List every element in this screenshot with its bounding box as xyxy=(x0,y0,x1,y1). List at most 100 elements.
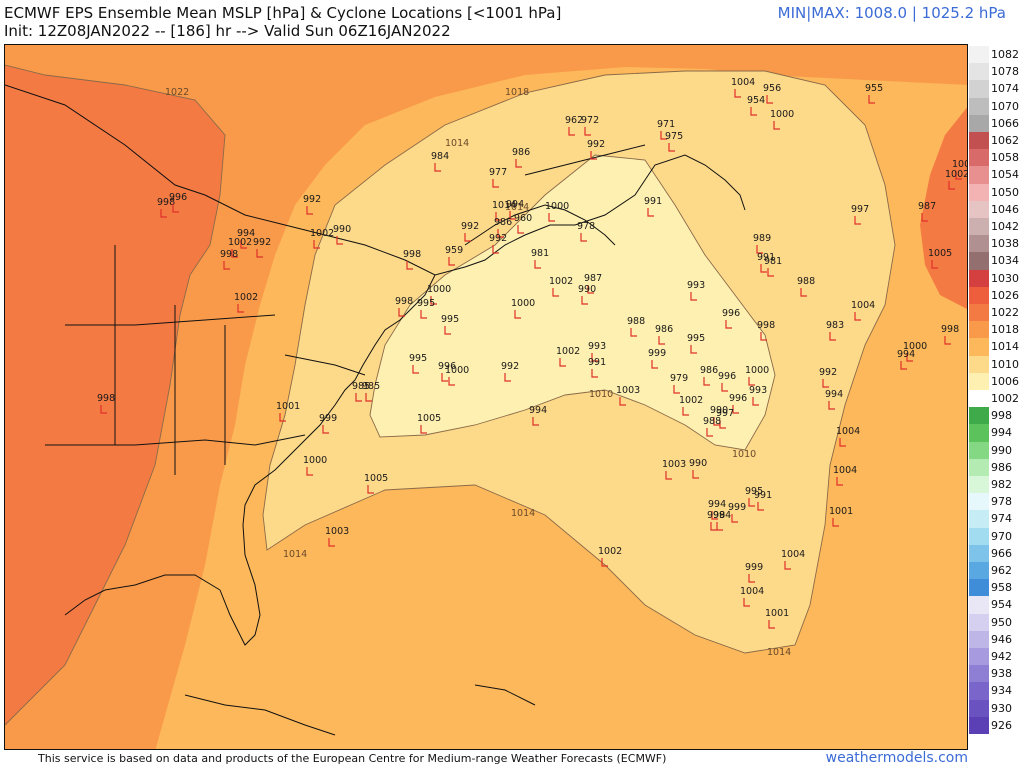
colorbar-swatch xyxy=(969,97,989,115)
colorbar-label: 950 xyxy=(991,615,1012,629)
colorbar-label: 1026 xyxy=(991,288,1019,302)
cyclone-pressure-label: 991 xyxy=(588,357,606,368)
colorbar-cell: 1074 xyxy=(969,80,1020,98)
cyclone-location: 955 xyxy=(865,83,883,104)
cyclone-marker-icon xyxy=(591,369,598,378)
cyclone-pressure-label: 1000 xyxy=(511,298,535,309)
cyclone-marker-icon xyxy=(748,574,755,583)
cyclone-pressure-label: 1001 xyxy=(276,401,300,412)
cyclone-location: 1002 xyxy=(549,276,573,297)
colorbar-cell: 1058 xyxy=(969,149,1020,167)
cyclone-marker-icon xyxy=(711,511,718,520)
cyclone-pressure-label: 978 xyxy=(577,221,595,232)
colorbar-label: 1002 xyxy=(991,392,1019,405)
cyclone-location: 1004 xyxy=(952,159,967,180)
colorbar-label: 1062 xyxy=(991,134,1019,147)
cyclone-location: 995 xyxy=(745,486,763,507)
cyclone-pressure-label: 1004 xyxy=(851,300,875,311)
cyclone-marker-icon xyxy=(839,438,846,447)
isobar-label: 1022 xyxy=(165,87,189,98)
cyclone-pressure-label: 1003 xyxy=(662,459,686,470)
colorbar-swatch xyxy=(969,235,989,253)
cyclone-location: 991 xyxy=(588,357,606,378)
colorbar-cell: 962 xyxy=(969,562,1020,580)
cyclone-pressure-label: 992 xyxy=(253,237,271,248)
cyclone-marker-icon xyxy=(590,151,597,160)
cyclone-location: 1002 xyxy=(945,169,967,190)
cyclone-pressure-label: 994 xyxy=(708,499,726,510)
cyclone-marker-icon xyxy=(406,261,413,270)
colorbar-swatch xyxy=(969,527,989,545)
cyclone-marker-icon xyxy=(760,332,767,341)
cyclone-marker-icon xyxy=(944,336,951,345)
cyclone-marker-icon xyxy=(832,518,839,527)
cyclone-location: 975 xyxy=(665,131,683,152)
cyclone-pressure-label: 992 xyxy=(819,367,837,378)
colorbar-swatch xyxy=(969,218,989,236)
cyclone-marker-icon xyxy=(464,233,471,242)
cyclone-location: 1004 xyxy=(740,586,764,607)
colorbar-label: 1014 xyxy=(991,340,1019,354)
cyclone-marker-icon xyxy=(854,216,861,225)
colorbar-swatch xyxy=(969,682,989,700)
colorbar-label: 966 xyxy=(991,546,1012,560)
colorbar-swatch xyxy=(969,321,989,339)
cyclone-pressure-label: 1001 xyxy=(765,608,789,619)
cyclone-pressure-label: 987 xyxy=(584,273,602,284)
cyclone-marker-icon xyxy=(752,397,759,406)
cyclone-location: 998 xyxy=(757,320,775,341)
cyclone-location: 996 xyxy=(169,192,187,213)
cyclone-pressure-label: 1000 xyxy=(427,284,451,295)
cyclone-marker-icon xyxy=(306,206,313,215)
cyclone-pressure-label: 995 xyxy=(687,333,705,344)
cyclone-pressure-label: 975 xyxy=(665,131,683,142)
cyclone-location: 1004 xyxy=(836,426,860,447)
cyclone-pressure-label: 998 xyxy=(403,249,421,260)
colorbar-swatch xyxy=(969,613,989,631)
cyclone-pressure-label: 997 xyxy=(716,408,734,419)
colorbar-cell: 1042 xyxy=(969,218,1020,236)
cyclone-pressure-label: 986 xyxy=(700,365,718,376)
isobar-label: 1010 xyxy=(589,389,613,400)
cyclone-marker-icon xyxy=(559,358,566,367)
cyclone-location: 995 xyxy=(409,353,427,374)
cyclone-marker-icon xyxy=(313,240,320,249)
map-panel: 1022 1018 1014 1014 1014 1014 1010 1010 1014 100… xyxy=(4,44,968,750)
cyclone-marker-icon xyxy=(441,373,448,382)
cyclone-location: 993 xyxy=(687,280,705,301)
isobar-label: 1018 xyxy=(505,87,529,98)
cyclone-location: 990 xyxy=(710,405,728,426)
cyclone-marker-icon xyxy=(430,296,437,305)
cyclone-pressure-label: 998 xyxy=(941,324,959,335)
cyclone-pressure-label: 983 xyxy=(826,320,844,331)
cyclone-marker-icon xyxy=(448,377,455,386)
footer-brand-link[interactable]: weathermodels.com xyxy=(825,750,968,766)
cyclone-marker-icon xyxy=(768,620,775,629)
cyclone-location: 1001 xyxy=(276,401,300,422)
cyclone-pressure-label: 954 xyxy=(747,95,765,106)
cyclone-marker-icon xyxy=(706,428,713,437)
cyclone-pressure-label: 987 xyxy=(918,201,936,212)
cyclone-pressure-label: 1002 xyxy=(598,546,622,557)
cyclone-location: 988 xyxy=(703,416,721,437)
colorbar-label: 994 xyxy=(991,426,1012,440)
cyclone-marker-icon xyxy=(514,310,521,319)
cyclone-pressure-label: 994 xyxy=(529,405,547,416)
colorbar-label: 942 xyxy=(991,650,1012,663)
cyclone-location: 983 xyxy=(826,320,844,341)
cyclone-location: 1000 xyxy=(745,365,769,386)
colorbar-cell: 990 xyxy=(969,441,1020,459)
cyclone-location: 1004 xyxy=(781,549,805,570)
cyclone-marker-icon xyxy=(497,229,504,238)
cyclone-pressure-label: 990 xyxy=(578,284,596,295)
colorbar-cell: 994 xyxy=(969,424,1020,442)
cyclone-pressure-label: 985 xyxy=(362,381,380,392)
cyclone-marker-icon xyxy=(682,407,689,416)
cyclone-pressure-label: 994 xyxy=(506,199,524,210)
colorbar-label: 970 xyxy=(991,529,1012,543)
cyclone-location: 993 xyxy=(588,341,606,362)
colorbar-swatch xyxy=(969,424,989,442)
cyclone-location: 960 xyxy=(514,213,532,234)
cyclone-marker-icon xyxy=(854,312,861,321)
colorbar-label: 1038 xyxy=(991,237,1019,251)
